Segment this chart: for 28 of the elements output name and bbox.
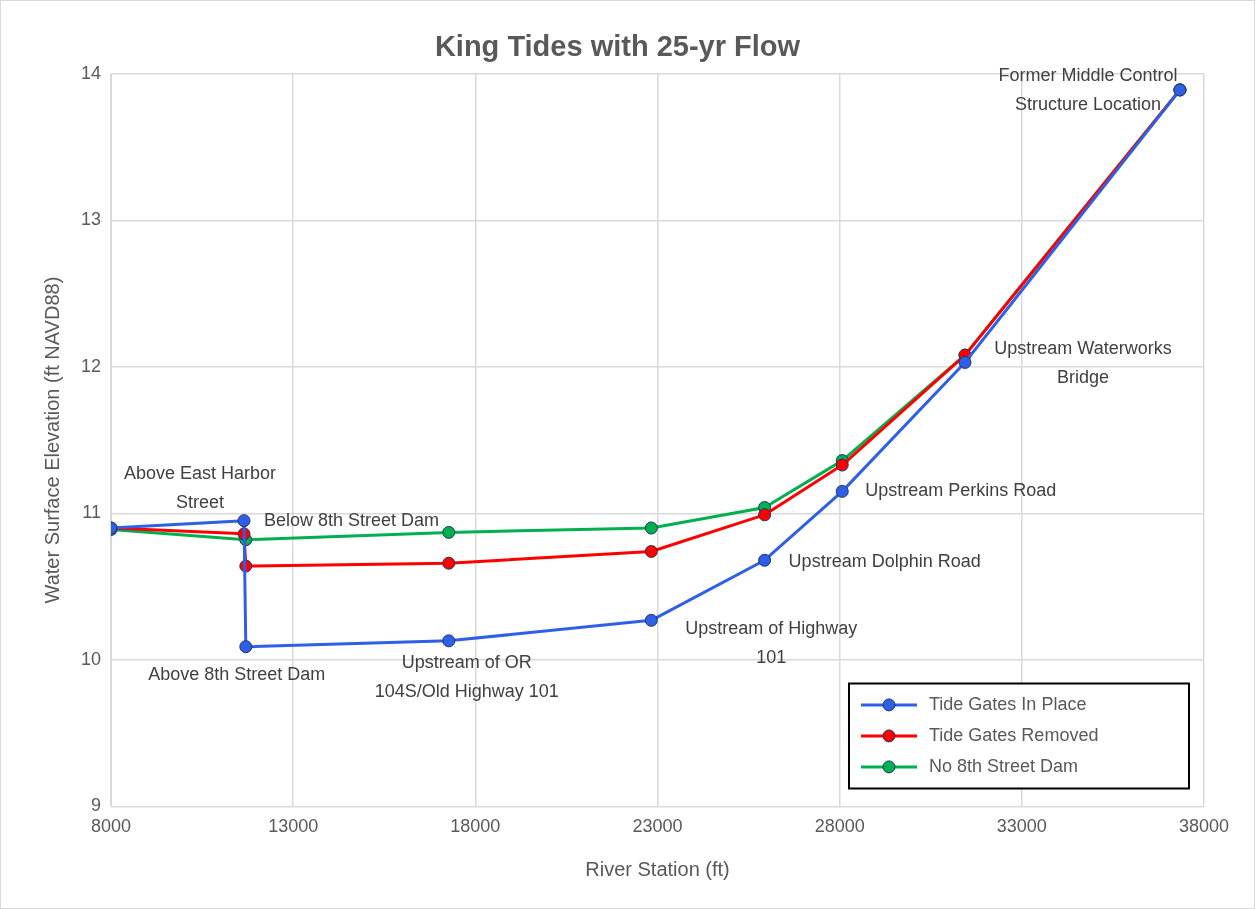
legend-label: Tide Gates Removed <box>929 724 1099 745</box>
legend-label: Tide Gates In Place <box>929 693 1087 714</box>
annotation: Above East Harbor Street <box>123 462 277 512</box>
x-tick-label: 38000 <box>1178 816 1230 837</box>
annotation: Former Middle Control Structure Location <box>998 64 1178 114</box>
y-tick-label: 14 <box>80 62 102 83</box>
annotation: Upstream of OR 104S/Old Highway 101 <box>374 651 559 701</box>
annotation: Below 8th Street Dam <box>264 509 440 530</box>
x-tick-label: 13000 <box>268 816 319 837</box>
x-tick-label: 28000 <box>814 816 865 837</box>
x-tick-label: 18000 <box>450 816 501 837</box>
annotation: Upstream Waterworks Bridge <box>994 338 1172 388</box>
annotation: Upstream Dolphin Road <box>788 551 981 572</box>
y-tick-label: 11 <box>82 502 102 523</box>
y-tick-label: 10 <box>80 648 102 669</box>
annotation: Upstream Perkins Road <box>865 480 1057 501</box>
y-tick-label: 13 <box>80 209 102 230</box>
y-tick-label: 9 <box>91 795 102 816</box>
annotation: Upstream of Highway 101 <box>685 618 858 668</box>
x-axis-title: River Station (ft) <box>585 857 730 880</box>
y-tick-label: 12 <box>80 355 102 376</box>
annotation: Above 8th Street Dam <box>148 663 326 684</box>
y-axis-title: Water Surface Elevation (ft NAVD88) <box>40 276 63 604</box>
legend-label: No 8th Street Dam <box>929 755 1079 776</box>
x-tick-label: 8000 <box>91 816 132 837</box>
x-tick-label: 33000 <box>996 816 1047 837</box>
x-tick-label: 23000 <box>632 816 683 837</box>
chart-title: King Tides with 25-yr Flow <box>434 30 801 63</box>
